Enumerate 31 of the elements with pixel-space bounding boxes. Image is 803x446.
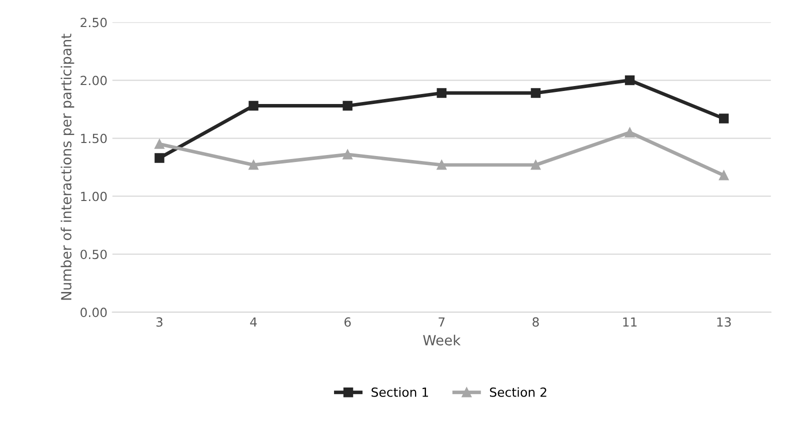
legend-label: Section 2 xyxy=(490,387,546,397)
x-tick-label: 13 xyxy=(717,317,731,327)
point xyxy=(718,170,729,180)
legend-label: Section 1 xyxy=(372,387,428,397)
y-tick-label: 0.50 xyxy=(80,250,107,260)
x-tick-label: 6 xyxy=(344,317,351,327)
x-tick-label: 7 xyxy=(438,317,445,327)
point xyxy=(248,100,258,111)
point xyxy=(718,114,729,124)
point xyxy=(342,100,352,111)
x-tick-label: 11 xyxy=(623,317,637,327)
point xyxy=(154,139,164,149)
point xyxy=(624,75,635,86)
point xyxy=(624,128,635,138)
y-tick-label: 2.50 xyxy=(80,18,107,28)
point xyxy=(530,88,541,98)
x-tick-label: 4 xyxy=(250,317,257,327)
y-tick-label: 1.00 xyxy=(81,192,107,202)
y-tick-label: 0.00 xyxy=(80,308,107,318)
point xyxy=(154,153,164,163)
x-tick-label: 8 xyxy=(532,317,539,327)
point xyxy=(342,150,352,160)
y-tick-label: 1.50 xyxy=(81,134,107,144)
x-axis-title: Week xyxy=(423,334,461,346)
x-tick-label: 3 xyxy=(156,317,162,327)
point xyxy=(530,160,541,170)
y-axis-title: Number of interactions per participant xyxy=(60,34,74,300)
point xyxy=(248,160,258,170)
point xyxy=(436,160,447,170)
point xyxy=(436,88,447,98)
y-tick-label: 2.00 xyxy=(80,76,107,86)
